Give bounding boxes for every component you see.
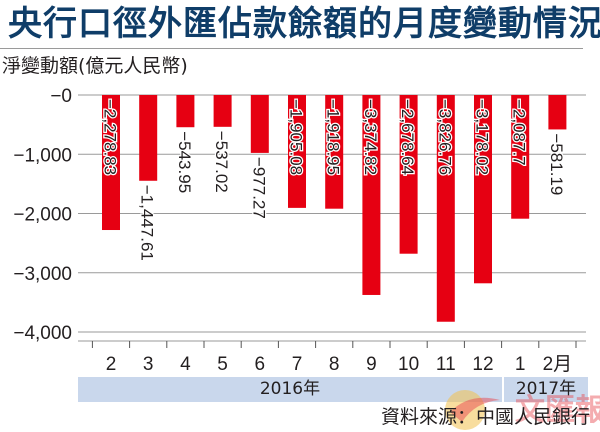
data-label: −1,918.95 — [324, 99, 343, 175]
bar — [474, 95, 492, 284]
bar — [362, 95, 381, 295]
x-tick-label: 6 — [255, 354, 266, 375]
x-tick-label: 4 — [180, 354, 191, 375]
x-tick-label: 9 — [366, 354, 377, 375]
bar — [548, 95, 567, 130]
bar — [511, 95, 530, 219]
data-label: −3,374.82 — [361, 99, 380, 175]
x-tick-label: 2 — [106, 354, 117, 375]
bar — [176, 95, 195, 128]
data-label: −543.95 — [175, 131, 194, 193]
bar — [102, 95, 120, 231]
data-label: −3,178.02 — [473, 99, 492, 175]
data-label: −2,278.83 — [101, 99, 120, 175]
x-tick-label: 5 — [217, 354, 228, 375]
data-label: −1,905.08 — [287, 99, 306, 175]
x-tick-label: 1 — [515, 354, 526, 375]
data-label: −977.27 — [249, 157, 268, 219]
bar — [250, 95, 269, 153]
y-tick-label: −0 — [50, 86, 72, 107]
bar — [139, 95, 158, 181]
bar — [213, 95, 232, 127]
x-tick-label: 7 — [292, 354, 303, 375]
data-label: −3,826.76 — [435, 99, 454, 175]
x-tick-label: 11 — [436, 354, 456, 375]
x-tick-label: 3 — [143, 354, 154, 375]
y-tick-label: −4,000 — [13, 323, 72, 344]
bar — [399, 95, 418, 254]
y-axis-unit-label: 淨變動額(億元人民幣) — [2, 55, 188, 77]
x-tick-label: 12 — [472, 354, 493, 375]
bar — [325, 95, 344, 209]
data-label: −581.19 — [547, 133, 566, 195]
y-tick-label: −2,000 — [13, 205, 72, 226]
source-note: 資料來源：中國人民銀行 — [380, 406, 590, 428]
bar — [436, 95, 455, 322]
y-tick-label: −1,000 — [13, 145, 72, 166]
data-label: −1,447.61 — [138, 185, 157, 261]
data-label: −537.02 — [212, 131, 231, 193]
data-label: −2,678.64 — [398, 99, 417, 175]
x-tick-label: 2月 — [543, 354, 573, 375]
data-label: −2,087.7 — [510, 99, 529, 166]
x-tick-label: 10 — [398, 354, 419, 375]
title-divider — [0, 48, 583, 49]
y-tick-label: −3,000 — [13, 264, 72, 285]
year-band-2016: 2016年 — [78, 377, 502, 402]
chart-title: 央行口徑外匯佔款餘額的月度變動情況 — [8, 4, 600, 44]
x-tick-label: 8 — [329, 354, 340, 375]
year-band-2017: 2017年 — [504, 377, 588, 402]
bar — [288, 95, 306, 208]
